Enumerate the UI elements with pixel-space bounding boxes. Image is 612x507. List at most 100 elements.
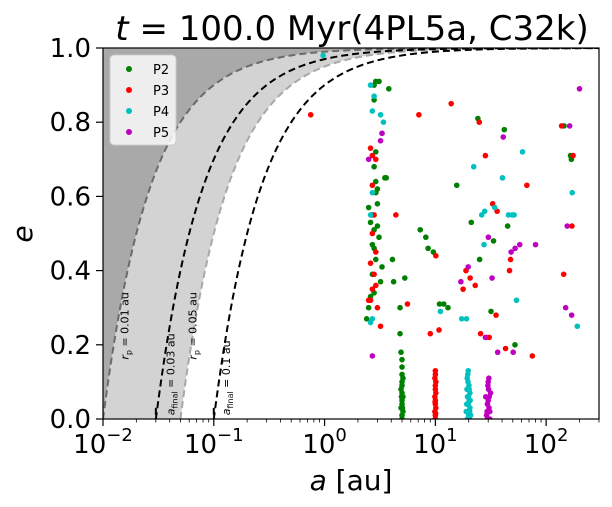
point-p2-cluster: [399, 371, 405, 378]
point-p5: [465, 264, 472, 270]
plot-frame: [102, 47, 600, 420]
x-tick-base: 10: [184, 430, 217, 460]
rp-001-label-value: = 0.01 au: [119, 292, 132, 350]
afinal-003-label-var: a: [164, 408, 177, 415]
point-p3: [529, 353, 536, 359]
y-axis-ticks: 0.0 0.2 0.4 0.6 0.8 1.0: [50, 34, 103, 435]
point-p4: [481, 241, 487, 248]
point-p3: [369, 182, 376, 189]
point-p3: [416, 111, 422, 118]
y-tick-label: 1.0: [50, 34, 91, 64]
x-axis-unit: [au]: [327, 464, 393, 497]
point-p2: [371, 163, 377, 170]
title-rest: = 100.0 Myr(4PL5a, C32k): [129, 9, 589, 49]
legend-marker-p3: [126, 87, 132, 93]
point-p3: [393, 212, 399, 218]
legend-label-p4: P4: [153, 105, 169, 120]
point-p2: [367, 219, 374, 226]
point-p2: [377, 278, 384, 285]
point-p3: [365, 297, 372, 304]
point-p4-cluster: [463, 401, 470, 407]
point-p5: [532, 241, 539, 248]
legend-box: [109, 54, 177, 146]
x-tick-exp: −2: [106, 425, 133, 446]
x-tick-base: 10: [302, 430, 335, 460]
point-p2: [488, 308, 494, 315]
point-p2-cluster: [399, 416, 405, 419]
point-p5: [576, 86, 583, 92]
point-p3: [374, 304, 381, 311]
point-p5: [508, 249, 514, 255]
legend-marker-p4: [126, 108, 132, 114]
curve-afinal-0-03: [154, 48, 599, 419]
point-p5: [377, 137, 384, 144]
point-p2: [504, 223, 511, 229]
afinal-003-label: afinal = 0.03 au: [164, 333, 179, 415]
point-p3-cluster: [432, 399, 438, 406]
point-p5: [482, 334, 489, 341]
point-p4: [371, 93, 377, 100]
point-p2: [376, 234, 382, 241]
point-p5: [500, 134, 507, 140]
point-p3: [373, 282, 379, 289]
legend-marker-p2: [126, 66, 132, 72]
point-p5: [566, 123, 573, 129]
rp-001-label-var: r: [119, 354, 132, 360]
point-p2: [423, 234, 429, 241]
point-p4: [519, 149, 526, 155]
point-p2: [476, 256, 483, 263]
point-p4: [481, 208, 488, 215]
title-var: t: [115, 9, 130, 49]
point-p4-cluster: [467, 412, 474, 419]
point-p4: [367, 319, 374, 326]
point-p4: [367, 212, 374, 218]
point-p3: [502, 345, 509, 352]
legend-label-p5: P5: [153, 126, 169, 141]
afinal-01-label: afinal = 0.1 au: [220, 340, 235, 415]
rp-001-label: rp = 0.01 au: [119, 292, 134, 360]
point-p3: [373, 156, 379, 163]
point-p2-cluster: [399, 364, 405, 370]
point-p2: [374, 201, 381, 207]
point-p4: [320, 52, 326, 59]
point-p5: [365, 156, 372, 163]
point-p5: [568, 312, 575, 318]
point-p2: [373, 256, 379, 263]
point-p3: [493, 312, 499, 318]
point-p3: [433, 252, 439, 259]
point-p4: [478, 212, 485, 218]
point-p3: [460, 286, 466, 292]
point-p5: [369, 353, 376, 359]
x-axis-var: a: [310, 464, 327, 497]
point-p2: [363, 316, 370, 322]
point-p4: [367, 82, 374, 88]
point-p2: [374, 186, 381, 192]
x-tick-label: 101: [413, 425, 458, 460]
rp-005-label-var: r: [187, 354, 200, 360]
point-p5: [510, 349, 516, 356]
rp-005-label-sub: p: [193, 350, 202, 355]
point-p3: [477, 330, 484, 337]
y-axis-label: e: [6, 225, 39, 242]
y-tick-label: 0.0: [50, 405, 91, 435]
point-p4: [380, 119, 387, 125]
y-tick-label: 0.8: [50, 108, 91, 138]
x-tick-base: 10: [413, 430, 446, 460]
region-excluded-light: [103, 48, 599, 419]
point-p3: [507, 256, 514, 263]
point-p4: [470, 163, 477, 170]
rp-001-label-sub: p: [125, 350, 134, 355]
point-p2: [383, 175, 390, 181]
point-p4: [369, 189, 376, 196]
point-p4-cluster: [465, 367, 472, 374]
point-p5: [458, 278, 464, 285]
point-p2: [453, 182, 460, 189]
legend-label-p2: P2: [153, 63, 169, 78]
point-p3: [467, 275, 473, 281]
point-p2: [402, 275, 408, 281]
point-p3-cluster: [432, 410, 439, 417]
point-p3: [369, 230, 376, 237]
point-p2: [386, 86, 392, 92]
